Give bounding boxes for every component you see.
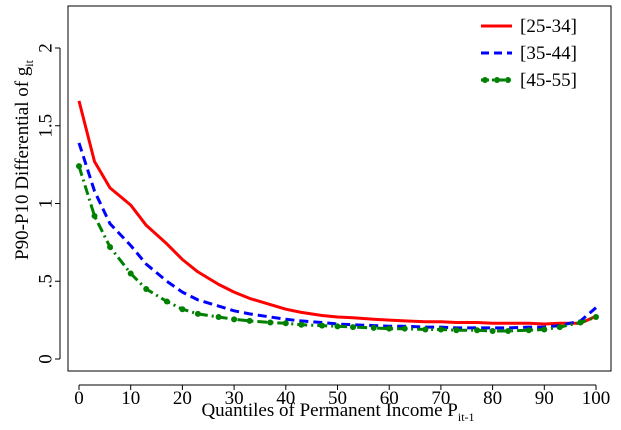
series-point-[45-55] — [298, 321, 305, 328]
legend-swatch-marker — [505, 77, 511, 83]
series-point-[45-55] — [422, 326, 429, 333]
y-tick-label: 1 — [35, 199, 56, 209]
series-point-[45-55] — [386, 325, 393, 332]
y-tick-label: 1.5 — [35, 114, 56, 138]
x-tick-label: 50 — [328, 388, 347, 409]
series-point-[45-55] — [577, 319, 584, 326]
series-point-[45-55] — [179, 306, 186, 313]
x-tick-label: 30 — [225, 388, 244, 409]
x-tick-label: 60 — [380, 388, 399, 409]
legend-swatch-marker — [494, 77, 500, 83]
series-point-[45-55] — [231, 316, 238, 323]
x-axis-title-subscript: it-1 — [458, 410, 475, 424]
series-point-[45-55] — [246, 317, 253, 324]
series-point-[45-55] — [474, 327, 481, 334]
series-point-[45-55] — [318, 322, 325, 329]
series-point-[45-55] — [489, 328, 496, 335]
series-point-[45-55] — [215, 314, 222, 321]
axes-layer: 0 10 20 30 40 50 60 70 80 90 100 0 .5 1 1.5 2 — [35, 43, 610, 409]
legend-label: [35-44] — [520, 43, 577, 64]
series-point-[45-55] — [593, 314, 599, 321]
series-point-[45-55] — [127, 270, 134, 277]
x-tick-label: 10 — [121, 388, 140, 409]
y-axis-title-subscript: it — [22, 59, 36, 66]
legend-swatch-marker — [482, 77, 488, 83]
y-tick-label: 0 — [35, 354, 56, 364]
x-tick-label: 80 — [483, 388, 502, 409]
series-point-[45-55] — [143, 286, 150, 293]
y-tick-label: .5 — [35, 274, 56, 288]
legend-label: [25-34] — [520, 16, 577, 37]
series-line-[25-34] — [77, 100, 597, 326]
series-line-[45-55] — [77, 165, 597, 333]
legend-label: [45-55] — [520, 70, 577, 91]
series-layer — [76, 100, 599, 335]
series-point-[45-55] — [76, 163, 82, 170]
y-axis-title: P90-P10 Differential of git — [12, 59, 36, 260]
plot-area-frame — [67, 5, 612, 372]
series-point-[45-55] — [401, 325, 408, 332]
x-tick-label: 20 — [173, 388, 192, 409]
series-point-[45-55] — [91, 212, 98, 219]
x-tick-label: 100 — [582, 388, 611, 409]
legend: [25-34] [35-44] [45-55] — [481, 16, 577, 91]
series-point-[45-55] — [163, 298, 170, 305]
series-point-[45-55] — [194, 310, 201, 317]
series-point-[45-55] — [453, 327, 460, 334]
series-point-[45-55] — [541, 326, 548, 333]
series-point-[45-55] — [267, 319, 274, 326]
y-tick-label: 2 — [35, 43, 56, 53]
series-point-[45-55] — [505, 328, 512, 335]
series-point-[45-55] — [107, 244, 114, 251]
series-point-[45-55] — [437, 326, 444, 333]
x-tick-label: 70 — [431, 388, 450, 409]
series-point-[45-55] — [282, 320, 289, 327]
series-point-[45-55] — [556, 324, 563, 331]
series-point-[45-55] — [525, 327, 532, 334]
x-tick-label: 40 — [276, 388, 295, 409]
x-tick-label: 0 — [74, 388, 84, 409]
series-point-[45-55] — [370, 324, 377, 331]
x-tick-label: 90 — [535, 388, 554, 409]
series-point-[45-55] — [334, 323, 341, 330]
series-point-[45-55] — [350, 324, 357, 331]
x-axis-title: Quantiles of Permanent Income Pit-1 — [201, 400, 474, 424]
